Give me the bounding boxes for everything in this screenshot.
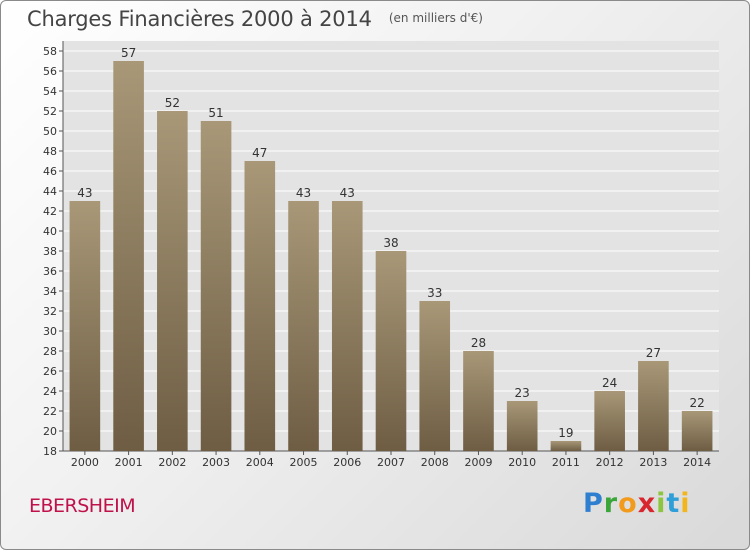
data-label: 52 xyxy=(165,96,180,110)
y-tick-label: 18 xyxy=(43,445,57,458)
y-tick-label: 52 xyxy=(43,105,57,118)
data-label: 51 xyxy=(208,106,223,120)
data-label: 47 xyxy=(252,146,267,160)
y-tick-label: 40 xyxy=(43,225,57,238)
logo-letter: r xyxy=(603,488,619,519)
x-tick-label: 2013 xyxy=(639,456,667,469)
y-tick-label: 50 xyxy=(43,125,57,138)
bar xyxy=(331,201,363,451)
y-tick-label: 32 xyxy=(43,305,57,318)
x-tick-label: 2014 xyxy=(683,456,711,469)
bar xyxy=(375,251,407,451)
logo-letter: t xyxy=(666,488,681,519)
y-tick-label: 46 xyxy=(43,165,57,178)
chart-title: Charges Financières 2000 à 2014 xyxy=(27,7,372,31)
y-tick-label: 38 xyxy=(43,245,57,258)
commune-name: EBERSHEIM xyxy=(29,495,136,517)
y-tick-label: 58 xyxy=(43,45,57,58)
x-tick-label: 2011 xyxy=(552,456,580,469)
x-tick-label: 2004 xyxy=(246,456,274,469)
data-label: 57 xyxy=(121,46,136,60)
y-tick-label: 28 xyxy=(43,345,57,358)
y-tick-label: 42 xyxy=(43,205,57,218)
data-label: 27 xyxy=(646,346,661,360)
bar xyxy=(200,121,232,451)
bar xyxy=(113,61,144,451)
bar xyxy=(288,201,319,451)
bar xyxy=(638,361,669,451)
logo-letter: i xyxy=(680,488,691,519)
data-label: 38 xyxy=(383,236,398,250)
x-tick-label: 2002 xyxy=(158,456,186,469)
logo-letter: i xyxy=(656,488,667,519)
y-tick-label: 36 xyxy=(43,265,57,278)
bar xyxy=(594,391,625,451)
logo-letter: o xyxy=(618,488,638,519)
x-tick-label: 2009 xyxy=(464,456,492,469)
y-tick-label: 44 xyxy=(43,185,57,198)
bar xyxy=(157,111,188,451)
x-tick-label: 2001 xyxy=(115,456,143,469)
x-tick-label: 2007 xyxy=(377,456,405,469)
data-label: 19 xyxy=(558,426,573,440)
proxiti-logo: Proxiti xyxy=(583,488,691,519)
data-label: 22 xyxy=(689,396,704,410)
bar xyxy=(681,411,713,451)
x-tick-label: 2008 xyxy=(421,456,449,469)
bar xyxy=(550,441,582,451)
y-tick-label: 20 xyxy=(43,425,57,438)
data-label: 43 xyxy=(340,186,355,200)
logo-letter: P xyxy=(583,488,604,519)
logo-letter: x xyxy=(637,488,657,519)
data-label: 43 xyxy=(296,186,311,200)
y-tick-label: 48 xyxy=(43,145,57,158)
data-label: 24 xyxy=(602,376,617,390)
x-tick-label: 2003 xyxy=(202,456,230,469)
x-tick-label: 2000 xyxy=(71,456,99,469)
bar xyxy=(69,201,101,451)
data-label: 23 xyxy=(515,386,530,400)
x-tick-label: 2010 xyxy=(508,456,536,469)
y-tick-label: 22 xyxy=(43,405,57,418)
bar xyxy=(419,301,451,451)
title-row: Charges Financières 2000 à 2014 (en mill… xyxy=(27,7,483,31)
y-tick-label: 24 xyxy=(43,385,57,398)
chart-subtitle: (en milliers d'€) xyxy=(388,11,483,25)
y-tick-label: 26 xyxy=(43,365,57,378)
bar xyxy=(506,401,538,451)
y-tick-label: 56 xyxy=(43,65,57,78)
x-tick-label: 2005 xyxy=(290,456,318,469)
y-tick-label: 30 xyxy=(43,325,57,338)
bar xyxy=(463,351,494,451)
data-label: 28 xyxy=(471,336,486,350)
x-tick-label: 2006 xyxy=(333,456,361,469)
y-tick-label: 34 xyxy=(43,285,57,298)
x-tick-label: 2012 xyxy=(596,456,624,469)
y-tick-label: 54 xyxy=(43,85,57,98)
data-label: 33 xyxy=(427,286,442,300)
data-label: 43 xyxy=(77,186,92,200)
bar xyxy=(244,161,276,451)
